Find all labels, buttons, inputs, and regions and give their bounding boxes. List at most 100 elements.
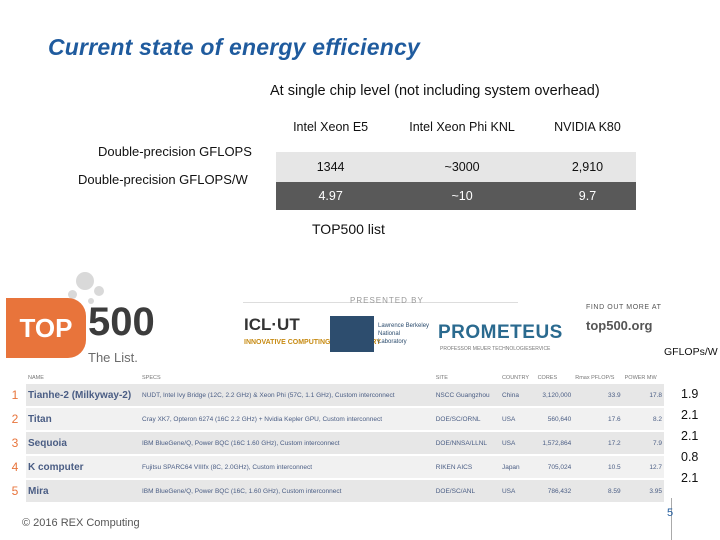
icl-logo: ICL·UT INNOVATIVE COMPUTING LABORATORY [244, 316, 381, 352]
slide-subtitle: At single chip level (not including syst… [270, 83, 600, 99]
system-power: 3.95 [622, 479, 664, 504]
system-name: Mira [26, 479, 140, 504]
system-name: K computer [26, 455, 140, 480]
row-label-gflops: Double-precision GFLOPS [98, 144, 252, 159]
row-label-gflops-w: Double-precision GFLOPS/W [78, 172, 248, 187]
logo-dot-icon [94, 286, 104, 296]
top500-list-table: NAME SPECS SITE COUNTRY CORES Rmax PFLOP… [4, 372, 664, 504]
system-site: DOE/NNSA/LLNL [433, 431, 500, 456]
rank: 3 [4, 431, 26, 456]
column-header: POWER MW [624, 375, 657, 381]
system-site: NSCC Guangzhou [433, 384, 500, 408]
column-header: NAME [28, 375, 44, 381]
gflops-w-value: 2.1 [681, 408, 699, 422]
rank: 1 [4, 384, 26, 408]
prometeus-logo: PROMETEUS [438, 322, 563, 343]
top500-url: top500.org [586, 318, 653, 333]
system-country: Japan [499, 455, 536, 480]
column-header: Rmax PFLOP/S [575, 375, 615, 381]
presented-by-label: PRESENTED BY [350, 296, 424, 305]
table-row: 3 Sequoia IBM BlueGene/Q, Power BQC (16C… [4, 431, 664, 456]
system-cores: 560,640 [535, 407, 574, 432]
gflops-w-column-label: GFLOPs/W [664, 346, 718, 358]
logo-dot-icon [68, 290, 77, 299]
column-header: SPECS [142, 375, 161, 381]
rank: 5 [4, 479, 26, 504]
table-row: 2 Titan Cray XK7, Opteron 6274 (16C 2.2 … [4, 407, 664, 432]
system-name: Titan [26, 407, 140, 432]
table-cell: 4.97 [276, 182, 386, 210]
column-header: Intel Xeon Phi KNL [409, 120, 515, 134]
gflops-w-value: 1.9 [681, 387, 699, 401]
column-header: SITE [435, 375, 448, 381]
top500-logo-subtitle: The List. [88, 350, 138, 365]
divider [243, 302, 518, 303]
system-cores: 1,572,864 [535, 431, 574, 456]
system-rmax: 17.2 [573, 431, 623, 456]
system-site: DOE/SC/ANL [433, 479, 500, 504]
table-cell: 2,910 [538, 152, 636, 182]
system-country: USA [499, 431, 536, 456]
gflops-w-value: 2.1 [681, 429, 699, 443]
column-header: COUNTRY [501, 375, 530, 381]
berkeley-lab-logo [330, 316, 374, 352]
table-cell: ~3000 [385, 152, 539, 182]
system-rmax: 8.59 [573, 479, 623, 504]
system-cores: 705,024 [535, 455, 574, 480]
table-cell: 1344 [276, 152, 386, 182]
gflops-w-values: 1.9 2.1 2.1 0.8 2.1 [681, 384, 711, 489]
system-power: 12.7 [622, 455, 664, 480]
page-number: 5 [667, 507, 674, 519]
icl-logo-text: ICL·UT [244, 315, 300, 334]
rank: 4 [4, 455, 26, 480]
system-cores: 786,432 [535, 479, 574, 504]
system-specs: Cray XK7, Opteron 6274 (16C 2.2 GHz) + N… [140, 407, 434, 432]
system-country: USA [499, 407, 536, 432]
system-power: 17.8 [622, 384, 664, 408]
system-name: Sequoia [26, 431, 140, 456]
system-specs: Fujitsu SPARC64 VIIIfx (8C, 2.0GHz), Cus… [140, 455, 434, 480]
column-header: CORES [537, 375, 558, 381]
footer-copyright: © 2016 REX Computing [22, 517, 140, 529]
top500-list-label: TOP500 list [312, 221, 385, 237]
table-cell: 9.7 [538, 182, 636, 210]
table-row: 1 Tianhe-2 (Milkyway-2) NUDT, Intel Ivy … [4, 384, 664, 408]
top500-logo-top: TOP [6, 298, 86, 358]
find-out-more-label: FIND OUT MORE AT [586, 304, 662, 311]
system-rmax: 17.6 [573, 407, 623, 432]
system-site: RIKEN AICS [433, 455, 500, 480]
logo-dot-icon [76, 272, 94, 290]
system-country: USA [499, 479, 536, 504]
comparison-table: Intel Xeon E5 Intel Xeon Phi KNL NVIDIA … [276, 102, 636, 210]
system-power: 7.9 [622, 431, 664, 456]
footer-divider [671, 498, 672, 540]
system-specs: IBM BlueGene/Q, Power BQC (16C 1.60 GHz)… [140, 431, 434, 456]
gflops-row: 1344 ~3000 2,910 [276, 152, 636, 182]
system-site: DOE/SC/ORNL [433, 407, 500, 432]
system-rmax: 10.5 [573, 455, 623, 480]
system-country: China [499, 384, 536, 408]
system-specs: IBM BlueGene/Q, Power BQC (16C, 1.60 GHz… [140, 479, 434, 504]
column-header: Intel Xeon E5 [293, 120, 369, 134]
system-specs: NUDT, Intel Ivy Bridge (12C, 2.2 GHz) & … [140, 384, 434, 408]
system-rmax: 33.9 [573, 384, 623, 408]
gflops-w-row: 4.97 ~10 9.7 [276, 182, 636, 210]
slide-title: Current state of energy efficiency [48, 34, 420, 60]
system-name: Tianhe-2 (Milkyway-2) [26, 384, 140, 408]
table-row: 4 K computer Fujitsu SPARC64 VIIIfx (8C,… [4, 455, 664, 480]
system-cores: 3,120,000 [535, 384, 574, 408]
prometeus-subtitle: PROFESSOR MEUER TECHNOLOGIESERVICE [440, 346, 551, 352]
icl-logo-sub: INNOVATIVE COMPUTING LABORATORY [244, 339, 381, 346]
top500-logo-500: 500 [88, 300, 155, 344]
gflops-w-value: 2.1 [681, 471, 699, 485]
table-cell: ~10 [385, 182, 539, 210]
table-row: 5 Mira IBM BlueGene/Q, Power BQC (16C, 1… [4, 479, 664, 504]
logo-dot-icon [88, 298, 94, 304]
list-header: NAME SPECS SITE COUNTRY CORES Rmax PFLOP… [4, 372, 664, 384]
column-header: NVIDIA K80 [554, 120, 621, 134]
berkeley-lab-text: Lawrence Berkeley National Laboratory [378, 323, 430, 345]
gflops-w-value: 0.8 [681, 450, 699, 464]
top500-graphic: TOP 500 The List. PRESENTED BY ICL·UT INN… [0, 262, 690, 497]
system-power: 8.2 [622, 407, 664, 432]
rank: 2 [4, 407, 26, 432]
